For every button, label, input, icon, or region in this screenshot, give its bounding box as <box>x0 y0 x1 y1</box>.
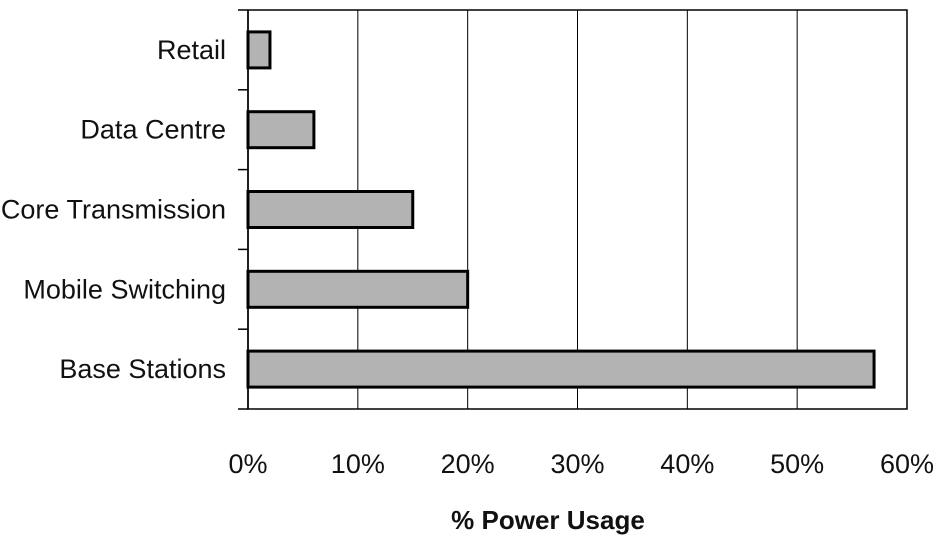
bar <box>246 110 316 150</box>
category-label: Base Stations <box>59 354 226 384</box>
bar <box>246 30 272 70</box>
category-label: Core Transmission <box>1 195 226 225</box>
bar <box>246 190 415 229</box>
bar <box>246 269 470 309</box>
x-tick-label: 40% <box>660 449 714 479</box>
category-label: Retail <box>157 35 226 65</box>
tick-labels: 0% 10% 20% 30% 40% 50% 60% <box>228 449 934 479</box>
x-tick-label: 20% <box>441 449 495 479</box>
x-tick-label: 50% <box>770 449 824 479</box>
x-tick-label: 60% <box>880 449 934 479</box>
category-label: Mobile Switching <box>23 274 226 304</box>
bar <box>246 349 876 389</box>
x-tick-label: 10% <box>331 449 385 479</box>
category-label: Data Centre <box>80 115 226 145</box>
gridlines <box>357 10 798 409</box>
x-tick-label: 0% <box>228 449 267 479</box>
axes <box>238 9 249 410</box>
category-labels: Retail Data Centre Core Transmission Mobile… <box>1 35 226 384</box>
bars <box>246 30 876 389</box>
x-tick-label: 30% <box>550 449 604 479</box>
x-axis-title: % Power Usage <box>451 505 645 535</box>
